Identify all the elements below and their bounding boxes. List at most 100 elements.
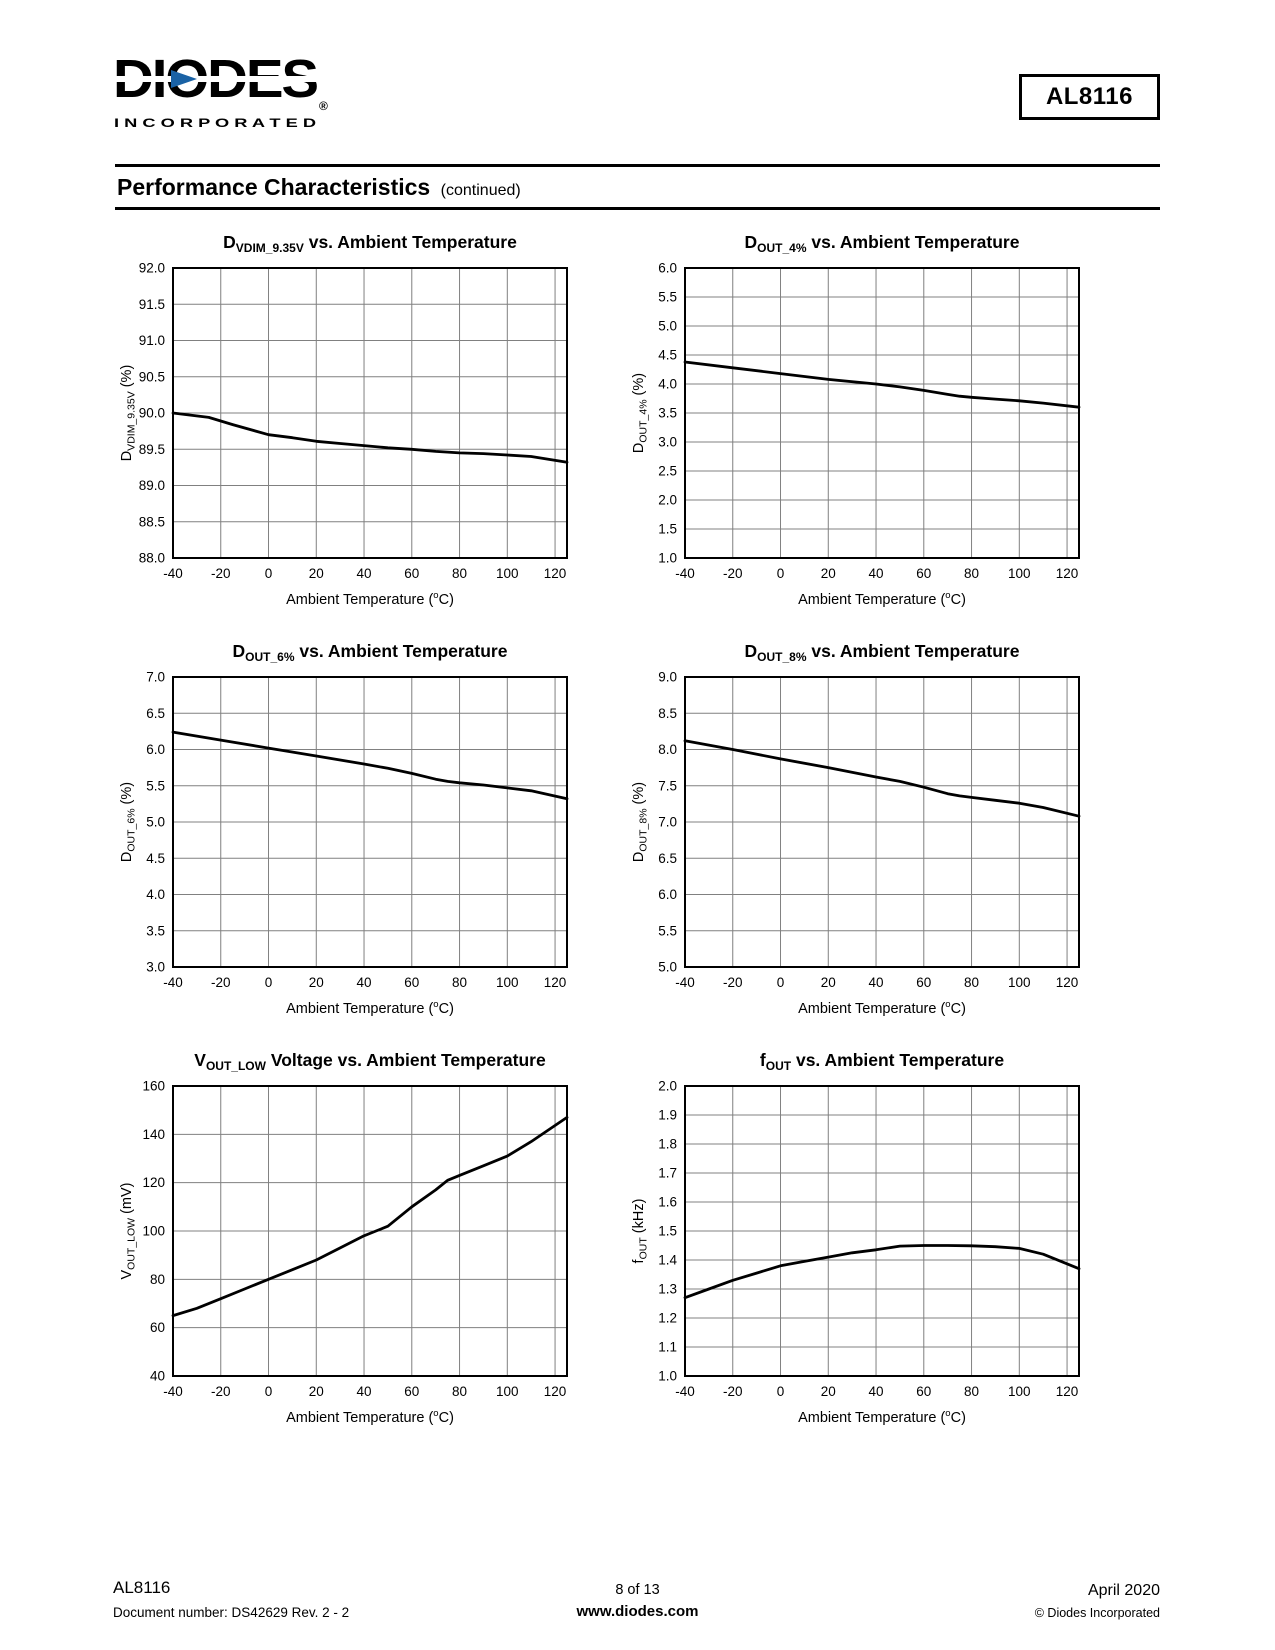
chart-title: DOUT_6% vs. Ambient Temperature [233,641,508,664]
y-tick-label: 4.5 [658,348,677,363]
x-tick-label: 120 [1056,1384,1079,1399]
y-tick-label: 60 [150,1320,165,1335]
y-tick-label: 8.0 [658,742,677,757]
x-tick-label: 80 [452,975,467,990]
chart-canvas: 88.0 88.5 89.0 89.5 90.0 90.5 91.0 91.5 92.0 -40 -… [119,232,569,608]
chart-canvas: 40 60 80 100 120 140 160 -40 -20 0 20 40 60 80 100 120 V… [119,1050,569,1426]
y-tick-label: 4.0 [658,377,677,392]
x-tick-label: 0 [777,1384,785,1399]
y-tick-label: 40 [150,1369,165,1384]
x-tick-label: 80 [452,566,467,581]
y-tick-label: 91.5 [139,297,165,312]
data-trace [683,360,1081,409]
footer-date: April 2020 [1087,1582,1160,1599]
charts-grid: 88.0 88.5 89.0 89.5 90.0 90.5 91.0 91.5 92.0 -40 -… [0,218,1275,1434]
x-tick-label: 100 [1008,1384,1031,1399]
y-tick-label: 2.0 [658,493,677,508]
rule-bottom [115,207,1160,210]
chart-title: DOUT_4% vs. Ambient Temperature [745,232,1020,255]
rule-top [115,164,1160,167]
y-tick-label: 7.0 [146,670,165,685]
x-tick-label: 0 [265,975,273,990]
x-tick-label: -40 [675,975,695,990]
section-title: Performance Characteristics [117,174,431,200]
data-trace [171,411,569,464]
page-header: DIODES ® I N C O R P O R A T E D AL8116 [0,0,1275,136]
y-tick-label: 80 [150,1272,165,1287]
chart-canvas: 1.0 1.5 2.0 2.5 3.0 3.5 4.0 4.5 5.0 5.5 6.0 -40 -20 0… [631,232,1081,608]
y-axis-label: DVDIM_9.35V (%) [119,365,138,462]
x-axis-label: Ambient Temperature (oC) [286,1408,454,1426]
y-tick-label: 89.0 [139,478,165,493]
x-tick-label: 100 [1008,975,1031,990]
x-tick-label: 20 [309,975,324,990]
logo-incorporated: I N C O R P O R A T E D [114,116,317,130]
y-tick-label: 3.5 [146,923,165,938]
footer-website-link[interactable]: www.diodes.com [576,1603,699,1620]
y-tick-label: 1.7 [658,1166,677,1181]
y-tick-label: 1.2 [658,1311,677,1326]
x-tick-label: 60 [916,566,931,581]
part-number: AL8116 [1045,83,1133,110]
chart-canvas: 1.0 1.1 1.2 1.3 1.4 1.5 1.6 1.7 1.8 1.9 2.0 -40 -20 0… [631,1050,1081,1426]
y-tick-label: 1.5 [658,522,677,537]
logo-stripe [113,76,317,82]
chart-dout-4pct: 1.0 1.5 2.0 2.5 3.0 3.5 4.0 4.5 5.0 5.5 6.0 -40 -20 0… [627,218,1082,616]
y-tick-label: 5.5 [146,778,165,793]
x-tick-label: 0 [777,566,785,581]
y-tick-label: 8.5 [658,706,677,721]
x-tick-label: 40 [869,975,884,990]
x-tick-label: 60 [916,975,931,990]
section-header: Performance Characteristics (continued) [0,164,1275,210]
y-axis-label: VOUT_LOW (mV) [119,1182,138,1279]
y-tick-label: 3.0 [146,960,165,975]
footer-center: 8 of 13 www.diodes.com [577,1582,699,1620]
logo-arrow-icon [171,70,197,88]
x-tick-label: -20 [723,975,743,990]
y-tick-label: 4.5 [146,851,165,866]
chart-dvdim-9p35v: 88.0 88.5 89.0 89.5 90.0 90.5 91.0 91.5 92.0 -40 -… [115,218,570,616]
y-axis-label: fOUT (kHz) [631,1199,650,1264]
y-axis-label: DOUT_6% (%) [119,782,138,862]
y-tick-label: 1.4 [658,1253,677,1268]
y-tick-label: 120 [142,1175,165,1190]
footer-left: AL8116 Document number: DS42629 Rev. 2 -… [113,1578,349,1620]
plot-border [172,676,568,968]
chart-vout-low: 40 60 80 100 120 140 160 -40 -20 0 20 40 60 80 100 120 V… [115,1036,570,1434]
y-tick-label: 6.0 [658,261,677,276]
x-tick-label: 80 [964,1384,979,1399]
x-tick-label: -20 [211,975,231,990]
x-tick-label: 60 [404,1384,419,1399]
x-tick-label: -40 [163,566,183,581]
section-subtitle: (continued) [440,182,521,199]
x-tick-label: 20 [821,975,836,990]
x-tick-label: -20 [723,1384,743,1399]
y-tick-label: 5.5 [658,923,677,938]
y-tick-label: 92.0 [139,261,165,276]
y-tick-label: 6.5 [658,851,677,866]
y-tick-label: 1.0 [658,1369,677,1384]
plot-border [684,267,1080,559]
plot-border [684,1085,1080,1377]
y-tick-label: 9.0 [658,670,677,685]
y-tick-label: 6.0 [146,742,165,757]
logo-registered-mark: ® [319,99,328,113]
plot-border [172,1085,568,1377]
x-axis-label: Ambient Temperature (oC) [798,590,966,608]
y-axis-label: DOUT_4% (%) [631,373,650,453]
x-tick-label: 20 [309,1384,324,1399]
x-tick-label: -20 [211,1384,231,1399]
x-tick-label: 40 [869,566,884,581]
y-tick-label: 3.0 [658,435,677,450]
chart-canvas: 3.0 3.5 4.0 4.5 5.0 5.5 6.0 6.5 7.0 -40 -20 0 20 40 60… [119,641,569,1017]
x-tick-label: 80 [452,1384,467,1399]
y-tick-label: 7.0 [658,815,677,830]
x-axis-label: Ambient Temperature (oC) [286,999,454,1017]
data-trace [171,1116,569,1318]
x-tick-label: -20 [211,566,231,581]
y-tick-label: 1.8 [658,1137,677,1152]
x-tick-label: 120 [544,975,567,990]
chart-title: DOUT_8% vs. Ambient Temperature [745,641,1020,664]
y-tick-label: 91.0 [139,333,165,348]
